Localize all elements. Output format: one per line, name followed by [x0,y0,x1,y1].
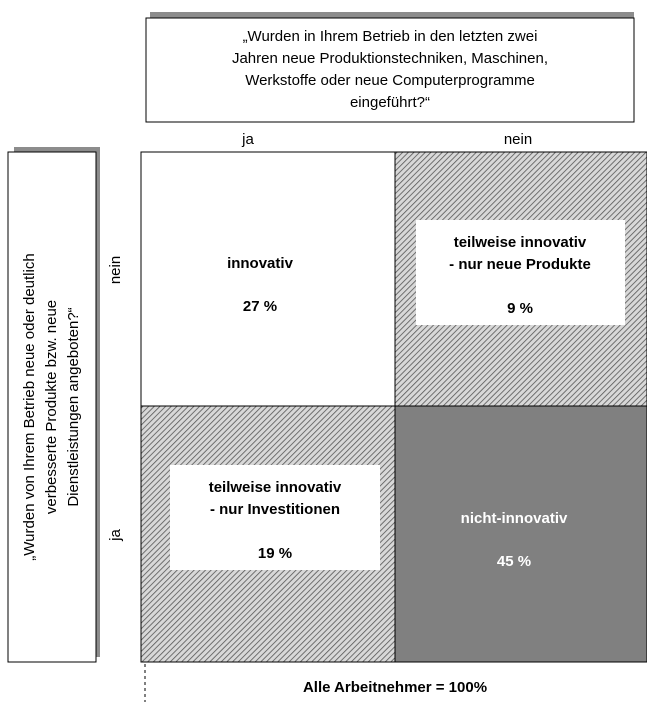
question-line: „Wurden von Ihrem Betrieb neue oder deut… [21,253,38,560]
question-line: Werkstoffe oder neue Computerprogramme [245,72,535,89]
question-box [145,17,635,123]
label-box [170,465,380,570]
question-line: „Wurden in Ihrem Betrieb in den letzten … [243,28,538,45]
cell-label: - nur Investitionen [210,501,340,518]
column-label: ja [241,131,254,148]
cell-label: - nur neue Produkte [449,256,591,273]
question-line: Jahren neue Produktionstechniken, Maschi… [232,50,548,67]
question-line: Dienstleistungen angeboten?“ [65,307,82,506]
cell-label: teilweise innovativ [454,234,587,251]
question-box [7,151,97,663]
cell-label: innovativ [227,255,294,272]
cell-value: 27 % [243,298,277,315]
cell [394,405,647,663]
cell-label: nicht-innovativ [461,510,568,527]
label-box [416,220,625,325]
shadow [150,12,634,18]
cell-value: 9 % [507,300,533,317]
cell-value: 45 % [497,553,531,570]
footer: Alle Arbeitnehmer = 100% [303,679,487,696]
column-label: nein [504,131,532,148]
question-line: verbesserte Produkte bzw. neue [43,300,60,514]
row-label: nein [107,256,124,284]
question-line: eingeführt?“ [350,94,430,111]
cell-label: teilweise innovativ [209,479,342,496]
row-label: ja [107,529,124,542]
cell [140,151,396,407]
cell-value: 19 % [258,545,292,562]
